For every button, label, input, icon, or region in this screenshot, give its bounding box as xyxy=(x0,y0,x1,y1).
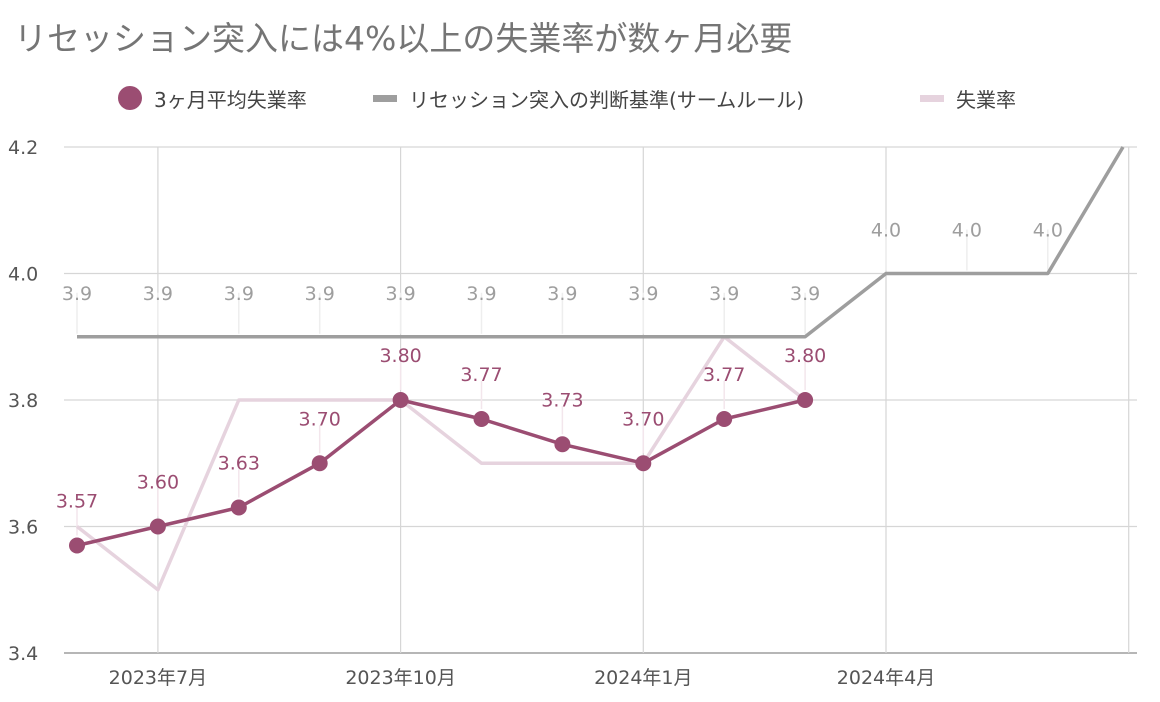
series-unemployment-rate xyxy=(75,335,807,592)
data-label-rule: 3.9 xyxy=(466,283,496,305)
data-point-avg xyxy=(797,392,814,408)
data-label-avg: 3.60 xyxy=(137,472,179,494)
x-tick-label: 2024年1月 xyxy=(594,667,692,689)
chart-title: リセッション突入には4%以上の失業率が数ヶ月必要 xyxy=(14,19,793,58)
data-point-avg xyxy=(392,392,409,408)
data-label-avg: 3.77 xyxy=(460,364,502,386)
data-label-rule: 3.9 xyxy=(305,283,335,305)
data-point-avg xyxy=(311,455,328,472)
data-label-rule: 3.9 xyxy=(224,283,254,305)
y-tick-label: 4.2 xyxy=(8,137,38,159)
data-label-rule: 3.9 xyxy=(790,283,820,305)
y-tick-label: 4.0 xyxy=(8,264,38,286)
data-label-avg: 3.70 xyxy=(622,408,664,430)
data-point-avg xyxy=(716,410,733,427)
legend-item-rule[interactable]: リセッション突入の判断基準(サームルール) xyxy=(373,78,804,118)
series-line-rate xyxy=(75,335,807,592)
data-label-rule: 4.0 xyxy=(1033,220,1063,242)
x-tick-label: 2024年4月 xyxy=(837,667,935,689)
data-label-avg: 3.80 xyxy=(784,345,826,367)
data-point-avg xyxy=(635,455,652,472)
y-tick-label: 3.4 xyxy=(8,643,38,665)
data-label-rule: 3.9 xyxy=(628,283,658,305)
data-labels: 3.9 3.9 3.9 3.9 3.9 3.9 3.9 3.9 3.9 3.9 4.0 4.0 4.0 3… xyxy=(56,220,1063,513)
data-point-avg xyxy=(473,410,490,427)
data-point-avg xyxy=(554,436,571,453)
data-label-avg: 3.77 xyxy=(703,364,745,386)
data-label-avg: 3.57 xyxy=(56,490,98,512)
data-label-leaders xyxy=(76,229,1049,536)
legend-item-rate[interactable]: 失業率 xyxy=(920,78,1016,118)
legend-label-rate: 失業率 xyxy=(956,87,1016,112)
data-point-avg xyxy=(149,518,166,535)
x-gridlines xyxy=(157,147,1130,653)
series-line-avg xyxy=(76,398,806,548)
legend-swatch-avg xyxy=(118,86,142,110)
data-label-rule: 3.9 xyxy=(709,283,739,305)
data-label-rule: 3.9 xyxy=(385,283,415,305)
legend-label-avg: 3ヶ月平均失業率 xyxy=(154,87,307,112)
series-line-rule xyxy=(77,146,1125,339)
legend-swatch-rate xyxy=(920,94,944,102)
data-point-avg xyxy=(69,537,85,554)
y-tick-label: 3.8 xyxy=(8,390,38,412)
legend: 3ヶ月平均失業率 リセッション突入の判断基準(サームルール) 失業率 xyxy=(0,78,1160,118)
y-axis-ticks: 3.4 3.6 3.8 4.0 4.2 xyxy=(8,137,38,665)
x-tick-label: 2023年7月 xyxy=(109,667,207,689)
data-label-rule: 3.9 xyxy=(547,283,577,305)
legend-swatch-rule xyxy=(373,94,397,102)
data-point-avg xyxy=(230,499,247,516)
data-label-avg: 3.70 xyxy=(299,408,341,430)
data-label-rule: 4.0 xyxy=(871,220,901,242)
data-label-rule: 4.0 xyxy=(952,220,982,242)
series-3m-average xyxy=(69,392,814,554)
x-tick-label: 2023年10月 xyxy=(345,667,456,689)
data-label-avg: 3.80 xyxy=(379,345,421,367)
data-label-avg: 3.63 xyxy=(218,453,260,475)
x-axis-ticks: 2023年7月 2023年10月 2024年1月 2024年4月 xyxy=(109,667,936,689)
legend-label-rule: リセッション突入の判断基準(サームルール) xyxy=(409,87,805,112)
data-label-rule: 3.9 xyxy=(62,283,92,305)
data-label-avg: 3.73 xyxy=(541,389,583,411)
y-tick-label: 3.6 xyxy=(8,517,38,539)
legend-item-avg[interactable]: 3ヶ月平均失業率 xyxy=(118,78,307,118)
data-label-rule: 3.9 xyxy=(143,283,173,305)
series-sahm-rule xyxy=(77,146,1125,339)
